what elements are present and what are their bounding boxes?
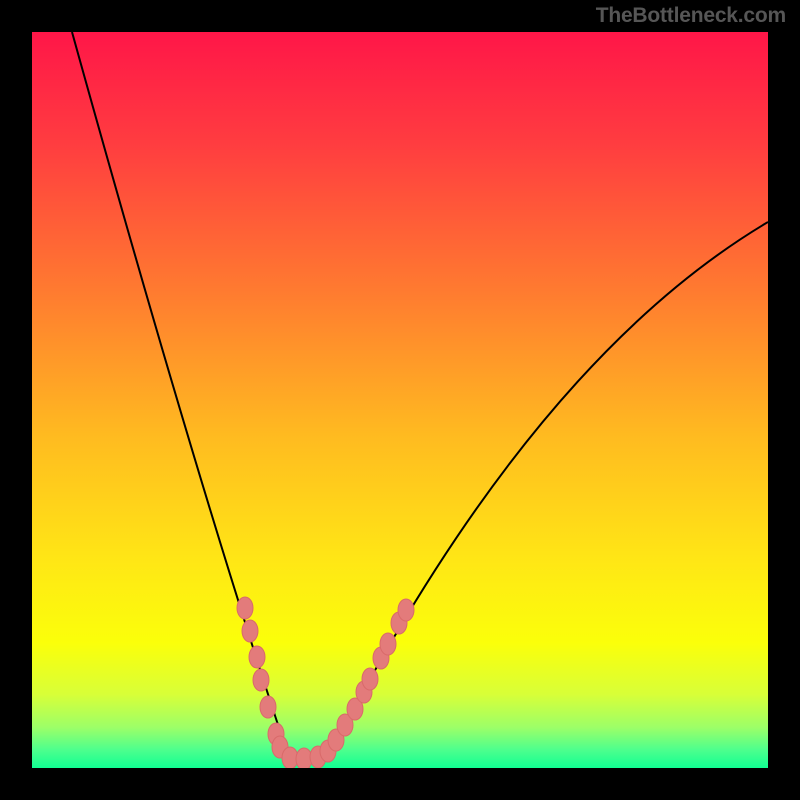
chart-frame: TheBottleneck.com	[0, 0, 800, 800]
outer-border	[16, 16, 784, 784]
border-overlay	[0, 0, 800, 800]
watermark-text: TheBottleneck.com	[596, 4, 786, 28]
